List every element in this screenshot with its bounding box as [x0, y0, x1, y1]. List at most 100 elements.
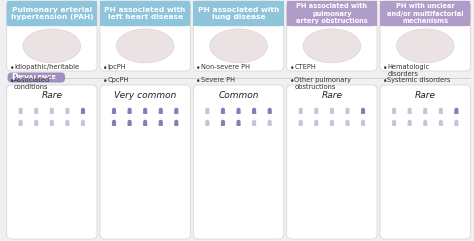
Circle shape	[35, 120, 37, 123]
Polygon shape	[66, 111, 69, 113]
Ellipse shape	[303, 29, 361, 63]
Text: Very common: Very common	[114, 91, 176, 100]
Polygon shape	[144, 123, 147, 125]
Polygon shape	[35, 111, 38, 113]
Circle shape	[237, 108, 240, 111]
Polygon shape	[237, 123, 240, 125]
Circle shape	[82, 120, 84, 123]
Text: •: •	[383, 64, 388, 73]
Circle shape	[455, 120, 458, 123]
FancyBboxPatch shape	[193, 85, 284, 239]
Text: CpcPH: CpcPH	[108, 77, 129, 83]
Circle shape	[362, 120, 365, 123]
Polygon shape	[112, 123, 116, 125]
FancyBboxPatch shape	[100, 85, 191, 239]
FancyBboxPatch shape	[7, 85, 97, 239]
Circle shape	[128, 108, 131, 111]
FancyBboxPatch shape	[380, 1, 470, 26]
Polygon shape	[315, 111, 318, 113]
Polygon shape	[253, 111, 255, 113]
Polygon shape	[206, 111, 209, 113]
Circle shape	[66, 108, 69, 111]
Circle shape	[253, 108, 255, 111]
Circle shape	[206, 108, 209, 111]
FancyBboxPatch shape	[287, 85, 377, 239]
Circle shape	[221, 120, 224, 123]
Text: •: •	[9, 64, 14, 73]
Circle shape	[424, 120, 427, 123]
Bar	[287, 13, 377, 26]
Circle shape	[330, 120, 333, 123]
Circle shape	[455, 108, 458, 111]
Ellipse shape	[116, 29, 174, 63]
Polygon shape	[330, 111, 334, 113]
Circle shape	[175, 120, 178, 123]
Circle shape	[19, 108, 22, 111]
Text: Non-severe PH: Non-severe PH	[201, 64, 250, 70]
Polygon shape	[50, 111, 54, 113]
Text: •: •	[196, 64, 201, 73]
Circle shape	[82, 108, 84, 111]
Polygon shape	[159, 111, 162, 113]
Bar	[100, 1, 191, 13]
Text: IpcPH: IpcPH	[108, 64, 126, 70]
Circle shape	[300, 108, 302, 111]
Polygon shape	[315, 123, 318, 125]
Polygon shape	[50, 123, 54, 125]
Circle shape	[66, 120, 69, 123]
Bar	[380, 13, 470, 26]
FancyBboxPatch shape	[7, 1, 97, 71]
Text: •: •	[9, 77, 14, 86]
Text: PH with unclear
and/or multifactorial
mechanisms: PH with unclear and/or multifactorial me…	[387, 3, 464, 24]
Polygon shape	[362, 111, 365, 113]
FancyBboxPatch shape	[287, 1, 377, 26]
Ellipse shape	[210, 29, 267, 63]
Text: Pulmonary arterial
hypertension (PAH): Pulmonary arterial hypertension (PAH)	[10, 7, 93, 20]
Polygon shape	[392, 123, 396, 125]
Polygon shape	[66, 123, 69, 125]
Circle shape	[392, 120, 395, 123]
Polygon shape	[175, 123, 178, 125]
Circle shape	[159, 108, 162, 111]
Text: •: •	[290, 77, 294, 86]
Polygon shape	[346, 111, 349, 113]
Text: Rare: Rare	[415, 91, 436, 100]
Circle shape	[268, 108, 271, 111]
Polygon shape	[362, 123, 365, 125]
Text: •: •	[103, 64, 108, 73]
Polygon shape	[346, 123, 349, 125]
FancyBboxPatch shape	[100, 1, 191, 26]
Polygon shape	[268, 111, 271, 113]
Bar	[100, 13, 191, 26]
Circle shape	[330, 108, 333, 111]
Text: P: P	[11, 73, 18, 82]
Circle shape	[268, 120, 271, 123]
Circle shape	[253, 120, 255, 123]
Polygon shape	[82, 123, 84, 125]
Circle shape	[346, 120, 349, 123]
Polygon shape	[82, 111, 84, 113]
Ellipse shape	[396, 29, 454, 63]
Polygon shape	[35, 123, 38, 125]
Text: Hematologic
disorders: Hematologic disorders	[387, 64, 429, 77]
Polygon shape	[159, 123, 162, 125]
Polygon shape	[112, 111, 116, 113]
Text: Other pulmonary
obstructions: Other pulmonary obstructions	[294, 77, 351, 90]
Bar	[193, 13, 284, 26]
Text: PH associated with
left heart disease: PH associated with left heart disease	[104, 7, 186, 20]
Circle shape	[35, 108, 37, 111]
Circle shape	[144, 108, 146, 111]
Circle shape	[159, 120, 162, 123]
Text: •: •	[103, 77, 108, 86]
Text: Idiopathic/heritable: Idiopathic/heritable	[14, 64, 79, 70]
Polygon shape	[408, 111, 411, 113]
Text: Associated
conditions: Associated conditions	[14, 77, 50, 90]
Ellipse shape	[23, 29, 81, 63]
Circle shape	[113, 108, 115, 111]
Circle shape	[113, 120, 115, 123]
Bar	[7, 13, 97, 26]
Circle shape	[50, 120, 53, 123]
Polygon shape	[268, 123, 271, 125]
Text: CTEPH: CTEPH	[294, 64, 316, 70]
Bar	[193, 1, 284, 13]
